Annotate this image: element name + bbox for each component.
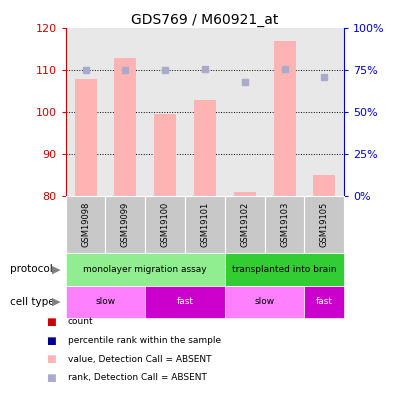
Text: ■: ■: [46, 336, 55, 345]
Text: GSM19099: GSM19099: [121, 202, 130, 247]
Bar: [66, 196, 105, 253]
Text: ▶: ▶: [51, 297, 60, 307]
Text: fast: fast: [177, 297, 193, 306]
Text: GSM19103: GSM19103: [280, 202, 289, 247]
Text: fast: fast: [316, 297, 333, 306]
Text: slow: slow: [96, 297, 115, 306]
Text: GSM19102: GSM19102: [240, 202, 249, 247]
Text: percentile rank within the sample: percentile rank within the sample: [68, 336, 221, 345]
Text: cell type: cell type: [10, 297, 55, 307]
Text: GSM19105: GSM19105: [320, 202, 329, 247]
Text: value, Detection Call = ABSENT: value, Detection Call = ABSENT: [68, 355, 211, 364]
Bar: [225, 253, 344, 286]
Bar: [225, 196, 265, 253]
Text: rank, Detection Call = ABSENT: rank, Detection Call = ABSENT: [68, 373, 207, 382]
Text: ■: ■: [46, 373, 55, 383]
Text: slow: slow: [255, 297, 275, 306]
Text: monolayer migration assay: monolayer migration assay: [84, 265, 207, 274]
Bar: [145, 286, 225, 318]
Text: protocol: protocol: [10, 264, 53, 274]
Bar: [304, 286, 344, 318]
Text: GSM19100: GSM19100: [161, 202, 170, 247]
Bar: [115, 58, 136, 196]
Text: ▶: ▶: [51, 264, 60, 274]
Text: count: count: [68, 318, 93, 326]
Bar: [66, 253, 225, 286]
Bar: [234, 192, 256, 196]
Bar: [75, 79, 96, 196]
Bar: [154, 115, 176, 196]
Bar: [313, 175, 335, 196]
Bar: [105, 196, 145, 253]
Text: GSM19101: GSM19101: [201, 202, 209, 247]
Text: ■: ■: [46, 354, 55, 364]
Bar: [304, 196, 344, 253]
Text: ■: ■: [46, 317, 55, 327]
Bar: [145, 196, 185, 253]
Bar: [225, 286, 304, 318]
Bar: [185, 196, 225, 253]
Bar: [273, 41, 295, 196]
Title: GDS769 / M60921_at: GDS769 / M60921_at: [131, 13, 279, 27]
Bar: [66, 286, 145, 318]
Text: GSM19098: GSM19098: [81, 202, 90, 247]
Bar: [194, 100, 216, 196]
Bar: [265, 196, 304, 253]
Text: transplanted into brain: transplanted into brain: [232, 265, 337, 274]
